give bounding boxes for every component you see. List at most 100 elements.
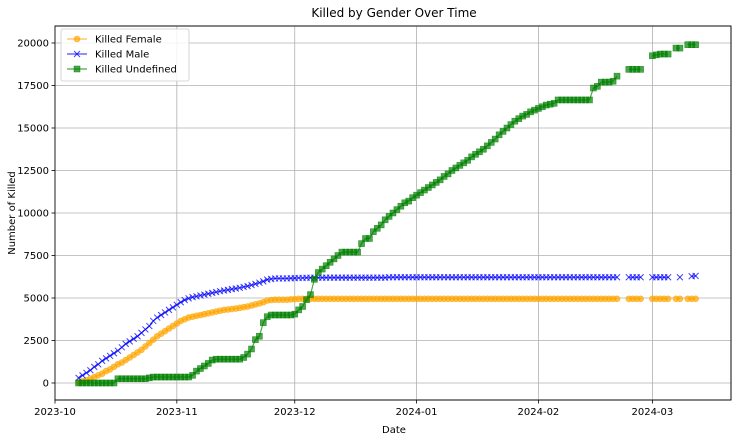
data-point — [252, 280, 259, 288]
data-point — [236, 284, 244, 292]
data-point — [507, 121, 515, 128]
data-point — [106, 352, 114, 360]
legend: Killed Female Killed Male Killed Undefined — [60, 28, 190, 82]
data-point — [354, 248, 361, 256]
data-point — [373, 225, 381, 232]
data-point — [161, 309, 169, 316]
data-point — [307, 291, 314, 298]
legend-label: Killed Male — [95, 50, 149, 61]
x-tick-label: 2024-03 — [631, 407, 673, 418]
data-point — [256, 332, 263, 340]
y-axis-ticks: 0 2500 5000 7500 10000 12500 15000 17500 20000 — [17, 39, 55, 390]
data-point — [126, 337, 134, 345]
data-point — [692, 295, 699, 303]
y-tick-label: 17500 — [17, 81, 49, 92]
data-point — [664, 273, 672, 281]
data-point — [385, 213, 393, 220]
data-point — [244, 350, 251, 358]
chart-title: Killed by Gender Over Time — [311, 6, 476, 20]
y-tick-label: 15000 — [17, 124, 49, 135]
data-point — [311, 275, 318, 283]
series-killed-female — [75, 295, 699, 386]
data-point — [381, 216, 389, 224]
legend-label: Killed Female — [95, 35, 162, 46]
data-point — [145, 322, 153, 330]
data-point — [259, 277, 267, 285]
data-point — [484, 142, 491, 150]
y-axis-label: Number of Killed — [7, 171, 18, 255]
data-point — [436, 176, 444, 184]
data-point — [193, 292, 200, 300]
y-tick-label: 10000 — [17, 209, 49, 220]
data-point — [295, 306, 302, 314]
series-layer — [75, 41, 699, 387]
data-point — [291, 310, 299, 318]
x-tick-label: 2023-11 — [156, 407, 198, 418]
data-point — [248, 345, 255, 353]
x-tick-label: 2024-02 — [518, 407, 560, 418]
data-point — [90, 363, 98, 371]
data-point — [586, 96, 593, 104]
data-point — [613, 295, 621, 303]
data-point — [177, 298, 185, 306]
data-point — [169, 303, 177, 311]
y-tick-label: 12500 — [17, 166, 49, 177]
legend-label: Killed Undefined — [95, 65, 177, 76]
data-point — [393, 206, 401, 213]
data-point — [122, 340, 130, 348]
data-point — [110, 349, 118, 357]
data-point — [334, 252, 342, 259]
data-point — [330, 255, 338, 263]
data-point — [613, 273, 621, 281]
data-point — [609, 77, 617, 85]
data-point — [130, 335, 137, 343]
data-point — [200, 291, 208, 298]
data-point — [499, 128, 507, 135]
data-point — [676, 44, 684, 52]
data-point — [240, 354, 247, 361]
data-point — [692, 41, 699, 49]
y-tick-label: 20000 — [17, 39, 49, 50]
legend-marker — [73, 35, 81, 43]
data-point — [366, 235, 373, 242]
data-point — [480, 145, 487, 153]
data-point — [173, 301, 181, 309]
y-tick-label: 7500 — [24, 251, 49, 262]
data-point — [322, 262, 330, 270]
data-point — [260, 319, 267, 326]
y-tick-label: 2500 — [24, 336, 49, 347]
data-point — [208, 289, 216, 297]
data-point — [318, 265, 326, 273]
legend-marker — [73, 65, 81, 73]
data-point — [204, 360, 212, 367]
data-point — [491, 135, 499, 143]
data-point — [397, 202, 405, 210]
data-point — [676, 273, 684, 281]
data-point — [405, 197, 413, 205]
data-point — [664, 295, 672, 303]
data-point — [664, 50, 672, 58]
data-point — [197, 292, 204, 299]
data-point — [358, 240, 365, 247]
legend-marker — [73, 50, 81, 58]
data-point — [102, 354, 110, 362]
data-point — [98, 357, 106, 365]
series-killed-undefined — [75, 41, 699, 387]
data-point — [637, 66, 644, 73]
legend-box — [60, 28, 190, 82]
data-point — [676, 295, 684, 303]
data-point — [613, 72, 621, 80]
data-point — [181, 296, 189, 304]
series-killed-male — [75, 272, 699, 382]
data-point — [165, 306, 173, 314]
legend-item: Killed Female — [67, 35, 162, 46]
data-point — [110, 379, 118, 387]
x-tick-label: 2023-10 — [34, 407, 76, 418]
data-point — [495, 131, 503, 139]
y-tick-label: 0 — [43, 379, 49, 390]
data-point — [153, 314, 161, 321]
legend-item: Killed Undefined — [67, 65, 177, 76]
data-point — [370, 228, 377, 235]
x-tick-label: 2024-01 — [396, 407, 438, 418]
